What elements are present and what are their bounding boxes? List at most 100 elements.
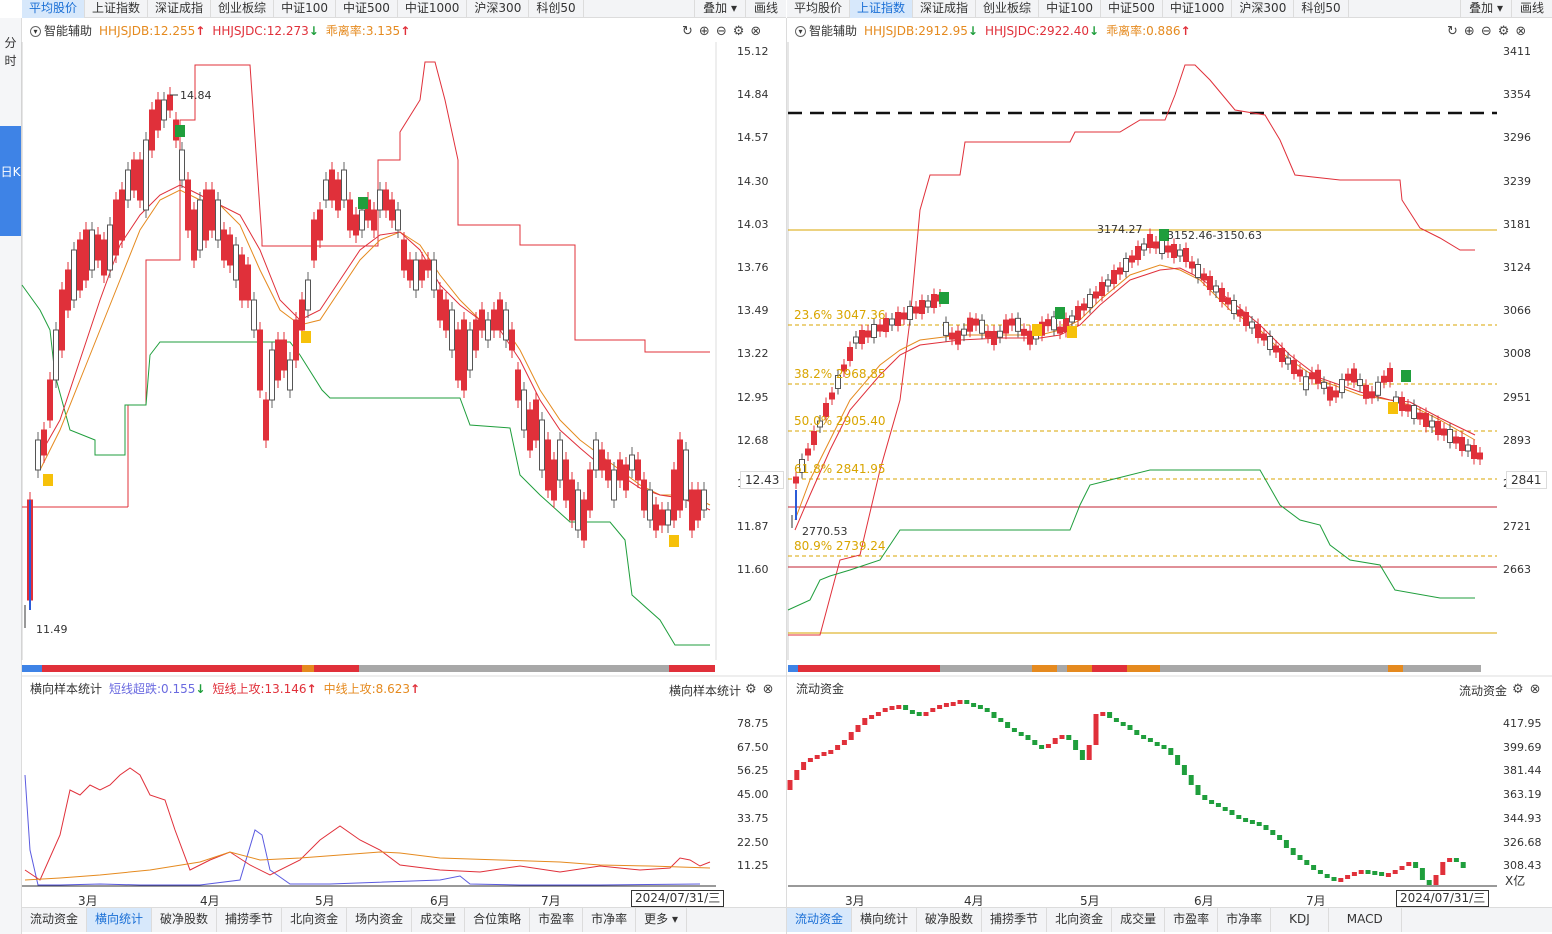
right-tab-zz100[interactable]: 中证100 xyxy=(1039,0,1101,18)
left-btab-1[interactable]: 横向统计 xyxy=(87,908,153,932)
left-y-tick: 13.76 xyxy=(737,261,769,274)
right-tab-kc50[interactable]: 科创50 xyxy=(1294,0,1349,18)
candle-body xyxy=(209,189,215,231)
left-sub-chart xyxy=(22,767,716,887)
close-icon[interactable]: ⊗ xyxy=(1529,682,1541,697)
left-chart-tools: ↻ ⊕ ⊖ ⚙ ⊗ xyxy=(682,24,761,40)
left-btab-9[interactable]: 市净率 xyxy=(583,908,637,932)
sub-line-red xyxy=(24,767,711,881)
settings-icon[interactable]: ⚙ xyxy=(732,24,745,39)
candle-body xyxy=(1291,360,1297,374)
right-btab-3[interactable]: 捕捞季节 xyxy=(982,908,1048,932)
right-tab-sh[interactable]: 上证指数 xyxy=(850,0,914,18)
right-sub-title[interactable]: 流动资金 xyxy=(796,682,845,696)
candle-body xyxy=(871,324,877,338)
right-low-label: 2770.53 xyxy=(802,525,848,538)
right-tab-cyb[interactable]: 创业板综 xyxy=(976,0,1040,18)
candle-body xyxy=(443,299,449,331)
strip-seg xyxy=(940,665,1032,672)
left-collapse-icon[interactable]: ▾ xyxy=(30,25,41,37)
right-btab-6[interactable]: 市盈率 xyxy=(1165,908,1219,932)
add-icon[interactable]: ⊕ xyxy=(1463,24,1475,39)
left-overlay-button[interactable]: 叠加 ▾ xyxy=(694,0,745,18)
left-btab-7[interactable]: 合位策略 xyxy=(465,908,531,932)
candle-body xyxy=(1117,267,1123,275)
left-tab-hs300[interactable]: 沪深300 xyxy=(467,0,530,18)
candle-body xyxy=(1135,246,1141,260)
left-btab-more[interactable]: 更多 ▾ xyxy=(636,908,688,932)
candle-body xyxy=(377,189,383,211)
add-icon[interactable]: ⊕ xyxy=(698,24,710,39)
right-tab-sz[interactable]: 深证成指 xyxy=(913,0,977,18)
settings-icon[interactable]: ⚙ xyxy=(1497,24,1510,39)
left-btab-0[interactable]: 流动资金 xyxy=(22,908,88,932)
remove-icon[interactable]: ⊖ xyxy=(1480,24,1492,39)
left-sub-header: 横向样本统计 短线超跌:0.155↓ 短线上攻:13.146↑ 中线上攻:8.6… xyxy=(30,678,427,700)
right-draw-button[interactable]: 画线 xyxy=(1510,0,1552,18)
right-ind1: HHJSJDB:2912.95↓ xyxy=(864,24,978,38)
candle-body xyxy=(203,189,209,241)
timeshare-tab[interactable]: 分时 xyxy=(4,36,17,68)
left-btab-3[interactable]: 捕捞季节 xyxy=(217,908,283,932)
right-btab-8[interactable]: KDJ xyxy=(1271,908,1329,932)
right-btab-0[interactable]: 流动资金 xyxy=(787,908,853,932)
right-btab-2[interactable]: 破净股数 xyxy=(917,908,983,932)
strip-seg xyxy=(1092,665,1127,672)
candle-body xyxy=(877,324,883,332)
left-sub-title[interactable]: 横向样本统计 xyxy=(30,682,103,696)
candle-body xyxy=(293,319,299,361)
left-btab-5[interactable]: 场内资金 xyxy=(347,908,413,932)
candle-body xyxy=(437,289,443,321)
left-btab-8[interactable]: 市盈率 xyxy=(530,908,584,932)
left-tab-sh[interactable]: 上证指数 xyxy=(85,0,149,18)
left-indicator-name[interactable]: 智能辅助 xyxy=(44,24,93,38)
right-top-tabs: 平均股价 上证指数 深证成指 创业板综 中证100 中证500 中证1000 沪… xyxy=(787,0,1552,18)
settings-icon[interactable]: ⚙ xyxy=(1512,682,1524,697)
right-tab-avg[interactable]: 平均股价 xyxy=(787,0,851,18)
left-tab-cyb[interactable]: 创业板综 xyxy=(211,0,275,18)
left-tab-kc50[interactable]: 科创50 xyxy=(529,0,584,18)
right-btab-7[interactable]: 市净率 xyxy=(1218,908,1272,932)
left-tab-sz[interactable]: 深证成指 xyxy=(148,0,212,18)
right-indicator-name[interactable]: 智能辅助 xyxy=(809,24,858,38)
candle-body xyxy=(83,229,89,281)
remove-icon[interactable]: ⊖ xyxy=(715,24,727,39)
flow-bar xyxy=(855,725,861,732)
right-collapse-icon[interactable]: ▾ xyxy=(795,25,806,37)
close-icon[interactable]: ⊗ xyxy=(750,24,762,39)
daily-k-tab[interactable]: 日K xyxy=(0,126,21,236)
right-btab-4[interactable]: 北向资金 xyxy=(1047,908,1113,932)
left-draw-button[interactable]: 画线 xyxy=(744,0,786,18)
right-tab-hs300[interactable]: 沪深300 xyxy=(1232,0,1295,18)
right-overlay-button[interactable]: 叠加 ▾ xyxy=(1460,0,1511,18)
left-tab-zz500[interactable]: 中证500 xyxy=(336,0,398,18)
close-icon[interactable]: ⊗ xyxy=(762,682,774,697)
refresh-icon[interactable]: ↻ xyxy=(682,24,693,39)
strip-seg xyxy=(788,665,798,672)
candle-body xyxy=(901,312,907,320)
left-btab-2[interactable]: 破净股数 xyxy=(152,908,218,932)
left-btab-6[interactable]: 成交量 xyxy=(412,908,466,932)
refresh-icon[interactable]: ↻ xyxy=(1447,24,1458,39)
settings-icon[interactable]: ⚙ xyxy=(745,682,757,697)
right-tab-zz500[interactable]: 中证500 xyxy=(1101,0,1163,18)
close-icon[interactable]: ⊗ xyxy=(1515,24,1527,39)
left-top-tabs: 平均股价 上证指数 深证成指 创业板综 中证100 中证500 中证1000 沪… xyxy=(22,0,786,18)
left-tab-avg[interactable]: 平均股价 xyxy=(22,0,86,18)
left-btab-4[interactable]: 北向资金 xyxy=(282,908,348,932)
right-btab-9[interactable]: MACD xyxy=(1329,908,1402,932)
flow-bar xyxy=(1379,872,1385,876)
right-btab-5[interactable]: 成交量 xyxy=(1112,908,1166,932)
candle-body xyxy=(647,489,653,521)
right-tab-zz1000[interactable]: 中证1000 xyxy=(1163,0,1233,18)
flow-bar xyxy=(1025,735,1031,740)
left-tab-zz1000[interactable]: 中证1000 xyxy=(398,0,468,18)
candle-body xyxy=(593,439,599,471)
flow-bar xyxy=(1399,866,1405,870)
candle-body xyxy=(359,209,365,231)
flow-bar xyxy=(1365,870,1371,874)
right-btab-1[interactable]: 横向统计 xyxy=(852,908,918,932)
left-tab-zz100[interactable]: 中证100 xyxy=(274,0,336,18)
candle-body xyxy=(1237,309,1243,317)
candle-body xyxy=(1069,315,1075,323)
